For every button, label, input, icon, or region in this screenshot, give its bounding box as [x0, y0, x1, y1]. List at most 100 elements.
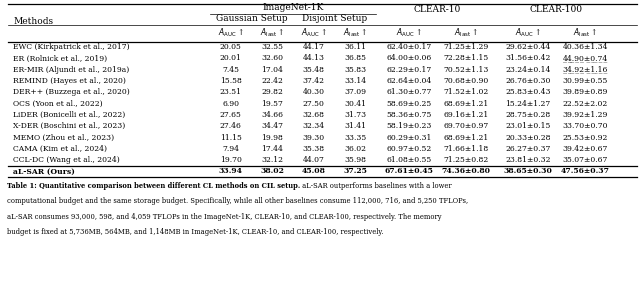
Text: 62.64±0.04: 62.64±0.04: [386, 77, 431, 85]
Text: $A_{\rm AUC}$ ↑: $A_{\rm AUC}$ ↑: [218, 27, 244, 39]
Text: $A_{\rm AUC}$ ↑: $A_{\rm AUC}$ ↑: [301, 27, 327, 39]
Text: aL-SAR consumes 93,000, 598, and 4,059 TFLOPs in the ImageNet-1K, CLEAR-10, and : aL-SAR consumes 93,000, 598, and 4,059 T…: [7, 213, 442, 221]
Text: 22.42: 22.42: [261, 77, 283, 85]
Text: 23.81±0.32: 23.81±0.32: [505, 156, 550, 164]
Text: 62.29±0.17: 62.29±0.17: [386, 66, 431, 74]
Text: 39.30: 39.30: [303, 133, 325, 142]
Text: 68.69±1.21: 68.69±1.21: [444, 133, 489, 142]
Text: DER++ (Buzzega et al., 2020): DER++ (Buzzega et al., 2020): [13, 88, 130, 96]
Text: 11.15: 11.15: [220, 133, 242, 142]
Text: CCL-DC (Wang et al., 2024): CCL-DC (Wang et al., 2024): [13, 156, 120, 164]
Text: 60.97±0.52: 60.97±0.52: [386, 145, 431, 153]
Text: 39.42±0.67: 39.42±0.67: [563, 145, 608, 153]
Text: 27.50: 27.50: [303, 100, 324, 108]
Text: 15.24±1.27: 15.24±1.27: [505, 100, 550, 108]
Text: 20.01: 20.01: [220, 55, 242, 62]
Text: 29.62±0.44: 29.62±0.44: [505, 43, 550, 51]
Text: $A_{\rm last}$ ↑: $A_{\rm last}$ ↑: [454, 27, 479, 39]
Text: 26.76±0.30: 26.76±0.30: [505, 77, 550, 85]
Text: LiDER (Bonicelli et al., 2022): LiDER (Bonicelli et al., 2022): [13, 111, 125, 119]
Text: 3̲4̲.̲9̲2̲±̲1̲.̲1̲6̲: 3̲4̲.̲9̲2̲±̲1̲.̲1̲6̲: [563, 66, 608, 74]
Text: 34.47: 34.47: [261, 122, 284, 130]
Text: 32.55: 32.55: [261, 43, 284, 51]
Text: 40.36±1.34: 40.36±1.34: [563, 43, 608, 51]
Text: 44.13: 44.13: [303, 55, 324, 62]
Text: 17.44: 17.44: [261, 145, 283, 153]
Text: 60.29±0.31: 60.29±0.31: [386, 133, 431, 142]
Text: 35.38: 35.38: [303, 145, 325, 153]
Text: 33.35: 33.35: [344, 133, 366, 142]
Text: computational budget and the same storage budget. Specifically, while all other : computational budget and the same storag…: [7, 197, 468, 205]
Text: aL-SAR (Ours): aL-SAR (Ours): [13, 167, 75, 175]
Text: 15.58: 15.58: [220, 77, 242, 85]
Text: 70.68±0.90: 70.68±0.90: [444, 77, 489, 85]
Text: 31.56±0.42: 31.56±0.42: [505, 55, 550, 62]
Text: 36.85: 36.85: [344, 55, 366, 62]
Text: 36.02: 36.02: [344, 145, 366, 153]
Text: 28.75±0.28: 28.75±0.28: [505, 111, 550, 119]
Text: 74.36±0.80: 74.36±0.80: [442, 167, 491, 175]
Text: ER-MIR (Aljundi et al., 2019a): ER-MIR (Aljundi et al., 2019a): [13, 66, 129, 74]
Text: 23.24±0.14: 23.24±0.14: [505, 66, 550, 74]
Text: 35.98: 35.98: [344, 156, 366, 164]
Text: 72.28±1.15: 72.28±1.15: [444, 55, 489, 62]
Text: 7.45: 7.45: [222, 66, 239, 74]
Text: 58.19±0.23: 58.19±0.23: [386, 122, 431, 130]
Text: 23.51: 23.51: [220, 88, 242, 96]
Text: 33.94: 33.94: [219, 167, 243, 175]
Text: 23.01±0.15: 23.01±0.15: [505, 122, 550, 130]
Text: 71.66±1.18: 71.66±1.18: [444, 145, 489, 153]
Text: 32.34: 32.34: [303, 122, 325, 130]
Text: 39.89±0.89: 39.89±0.89: [563, 88, 608, 96]
Text: CLEAR-10: CLEAR-10: [414, 5, 461, 14]
Text: 71.25±1.29: 71.25±1.29: [444, 43, 489, 51]
Text: 45.08: 45.08: [302, 167, 326, 175]
Text: X-DER (Boschini et al., 2023): X-DER (Boschini et al., 2023): [13, 122, 125, 130]
Text: REMIND (Hayes et al., 2020): REMIND (Hayes et al., 2020): [13, 77, 126, 85]
Text: $A_{\rm last}$ ↑: $A_{\rm last}$ ↑: [573, 27, 598, 39]
Text: $A_{\rm AUC}$ ↑: $A_{\rm AUC}$ ↑: [396, 27, 422, 39]
Text: 71.25±0.82: 71.25±0.82: [444, 156, 489, 164]
Text: 47.56±0.37: 47.56±0.37: [561, 167, 610, 175]
Text: $A_{\rm last}$ ↑: $A_{\rm last}$ ↑: [343, 27, 367, 39]
Text: 37.25: 37.25: [343, 167, 367, 175]
Text: CAMA (Kim et al., 2024): CAMA (Kim et al., 2024): [13, 145, 107, 153]
Text: 35.83: 35.83: [344, 66, 366, 74]
Text: Disjoint Setup: Disjoint Setup: [302, 14, 367, 23]
Text: 25.83±0.43: 25.83±0.43: [505, 88, 550, 96]
Text: 44.17: 44.17: [303, 43, 324, 51]
Text: MEMO (Zhou et al., 2023): MEMO (Zhou et al., 2023): [13, 133, 114, 142]
Text: 40.30: 40.30: [303, 88, 324, 96]
Text: 68.69±1.21: 68.69±1.21: [444, 100, 489, 108]
Text: 35.48: 35.48: [303, 66, 324, 74]
Text: 36.11: 36.11: [344, 43, 366, 51]
Text: 33.14: 33.14: [344, 77, 366, 85]
Text: $A_{\rm last}$ ↑: $A_{\rm last}$ ↑: [260, 27, 285, 39]
Text: 38.02: 38.02: [260, 167, 284, 175]
Text: 38.65±0.30: 38.65±0.30: [503, 167, 552, 175]
Text: 32.60: 32.60: [261, 55, 284, 62]
Text: 25.53±0.92: 25.53±0.92: [563, 133, 608, 142]
Text: 61.08±0.55: 61.08±0.55: [386, 156, 431, 164]
Text: 20.05: 20.05: [220, 43, 242, 51]
Text: 34.66: 34.66: [261, 111, 284, 119]
Text: 64.00±0.06: 64.00±0.06: [386, 55, 431, 62]
Text: OCS (Yoon et al., 2022): OCS (Yoon et al., 2022): [13, 100, 102, 108]
Text: 61.30±0.77: 61.30±0.77: [386, 88, 431, 96]
Text: 39.92±1.29: 39.92±1.29: [563, 111, 608, 119]
Text: 29.82: 29.82: [261, 88, 283, 96]
Text: 4̲4̲.̲9̲0̲±̲0̲.̲7̲4̲: 4̲4̲.̲9̲0̲±̲0̲.̲7̲4̲: [563, 55, 608, 62]
Text: budget is fixed at 5,736MB, 564MB, and 1,148MB in ImageNet-1K, CLEAR-10, and CLE: budget is fixed at 5,736MB, 564MB, and 1…: [7, 228, 383, 236]
Text: 37.09: 37.09: [344, 88, 366, 96]
Text: 20.33±0.28: 20.33±0.28: [505, 133, 550, 142]
Text: 6.90: 6.90: [222, 100, 239, 108]
Text: 22.52±2.02: 22.52±2.02: [563, 100, 608, 108]
Text: $A_{\rm AUC}$ ↑: $A_{\rm AUC}$ ↑: [515, 27, 541, 39]
Text: 71.52±1.02: 71.52±1.02: [444, 88, 489, 96]
Text: Table 1: Quantitative comparison between different CL methods on CIL setup.: Table 1: Quantitative comparison between…: [7, 182, 300, 190]
Text: 26.27±0.37: 26.27±0.37: [505, 145, 550, 153]
Text: 37.42: 37.42: [303, 77, 324, 85]
Text: aL-SAR outperforms baselines with a lower: aL-SAR outperforms baselines with a lowe…: [300, 182, 452, 190]
Text: 19.57: 19.57: [261, 100, 283, 108]
Text: 58.69±0.25: 58.69±0.25: [386, 100, 431, 108]
